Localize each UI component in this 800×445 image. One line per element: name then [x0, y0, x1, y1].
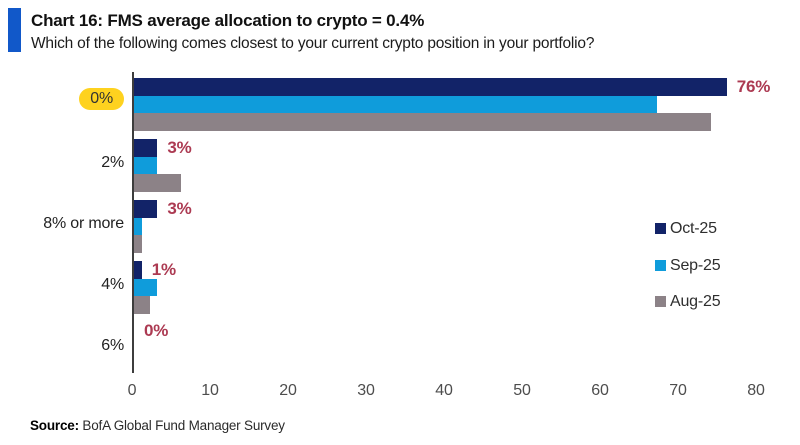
bar-oct-25	[134, 261, 142, 279]
source-line: Source: BofA Global Fund Manager Survey	[30, 418, 285, 433]
legend-swatch-oct-25	[655, 223, 666, 234]
bar-oct-25	[134, 139, 158, 157]
chart-title: Chart 16: FMS average allocation to cryp…	[31, 11, 425, 30]
x-tick-label: 10	[201, 382, 219, 399]
source-label: Source:	[30, 418, 79, 433]
legend-item: Oct-25	[655, 220, 717, 237]
value-label: 0%	[144, 321, 169, 340]
legend-label: Aug-25	[670, 293, 721, 310]
bar-group: 8% or more 3%	[0, 199, 800, 253]
bar-aug-25	[134, 174, 181, 192]
chart-subtitle: Which of the following comes closest to …	[31, 35, 595, 52]
bar-aug-25	[134, 113, 712, 131]
legend-label: Oct-25	[670, 220, 717, 237]
value-label: 3%	[167, 199, 192, 218]
title-block: Chart 16: FMS average allocation to cryp…	[31, 9, 594, 55]
x-tick-label: 20	[279, 382, 297, 399]
legend-label: Sep-25	[670, 256, 721, 274]
bar-sep-25	[134, 95, 657, 113]
highlight-pill: 0%	[79, 88, 124, 110]
bar-group: 4% 1%	[0, 260, 800, 314]
category-label: 8% or more	[43, 215, 124, 232]
x-tick-label: 50	[513, 382, 531, 399]
legend-swatch-aug-25	[655, 296, 666, 307]
bar-sep-25	[134, 156, 158, 174]
x-tick-label: 30	[357, 382, 375, 399]
bar-aug-25	[134, 296, 150, 314]
y-axis-line	[132, 72, 134, 373]
x-tick-label: 80	[747, 382, 765, 399]
legend-item: Sep-25	[655, 256, 721, 274]
bar-sep-25	[134, 278, 158, 296]
category-label: 4%	[101, 276, 124, 293]
x-tick-label: 60	[591, 382, 609, 399]
bar-oct-25	[134, 200, 158, 218]
x-axis: 0 10 20 30 40 50 60 70 80	[0, 382, 800, 402]
bar-group: 2% 3%	[0, 138, 800, 192]
source-text: BofA Global Fund Manager Survey	[78, 418, 285, 433]
value-label: 1%	[151, 260, 176, 279]
chart-header: Chart 16: FMS average allocation to cryp…	[0, 0, 800, 62]
value-label: 3%	[167, 138, 192, 157]
x-tick-label: 40	[435, 382, 453, 399]
legend-item: Aug-25	[655, 293, 721, 310]
bar-aug-25	[134, 235, 142, 253]
bar-sep-25	[134, 217, 142, 235]
title-accent-bar	[8, 8, 21, 52]
bar-group: 6% 0%	[0, 321, 800, 375]
value-label: 76%	[736, 77, 771, 96]
category-label: 2%	[101, 154, 124, 171]
x-tick-label: 0	[127, 382, 137, 399]
category-label: 0%	[0, 88, 124, 110]
legend-swatch-sep-25	[655, 259, 666, 271]
bar-oct-25	[134, 78, 727, 96]
bar-group: 0% 76%	[0, 77, 800, 131]
x-tick-label: 70	[669, 382, 687, 399]
bar-chart: 0% 76% 2% 3% 8% or more 3% 4% 1% 6% 0% 0 10 20 30 40 5…	[0, 72, 800, 408]
category-label: 6%	[101, 337, 124, 354]
